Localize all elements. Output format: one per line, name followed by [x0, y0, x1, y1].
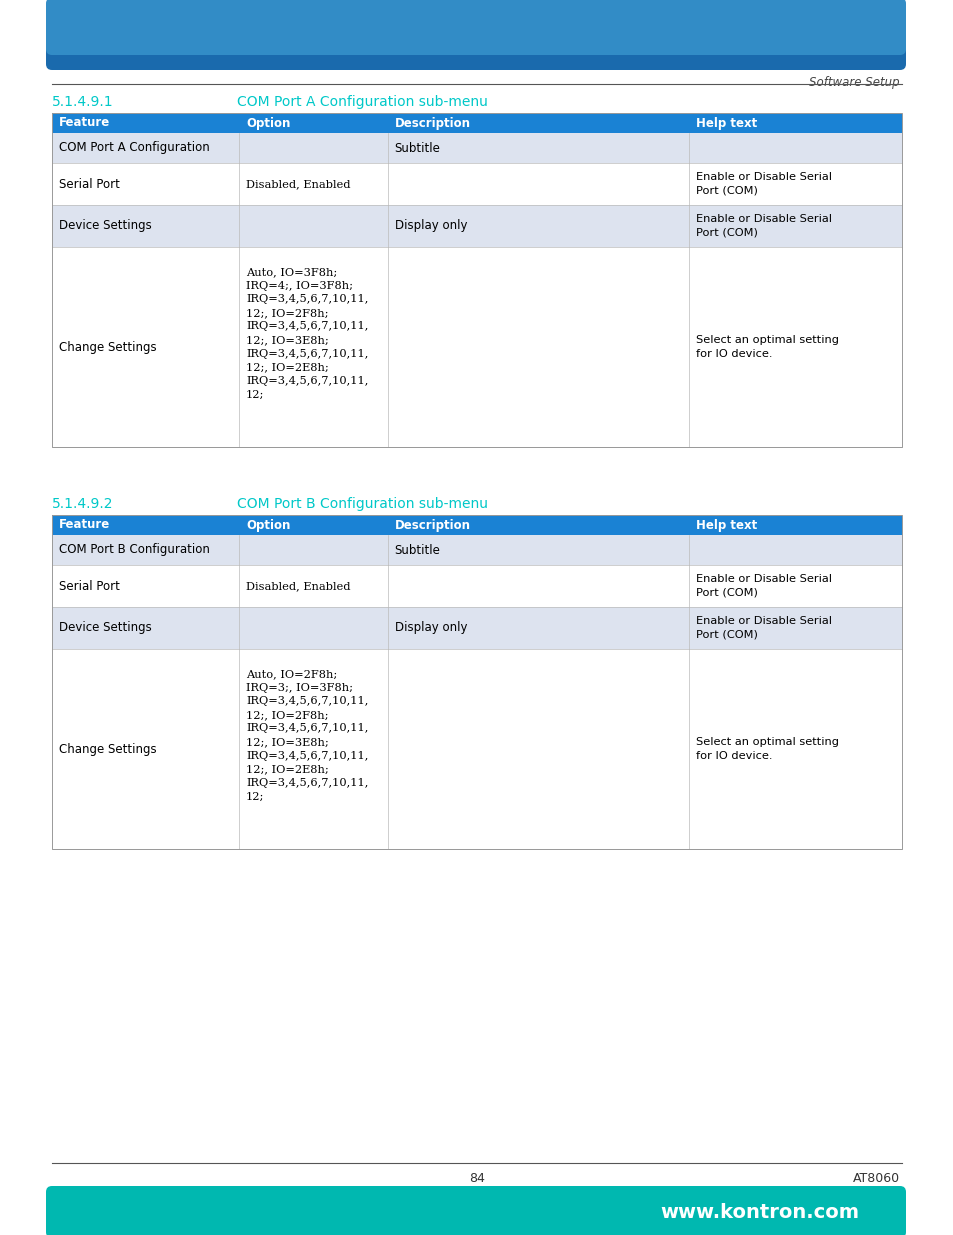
Text: www.kontron.com: www.kontron.com [659, 1203, 859, 1221]
Bar [52, 606, 901, 650]
Bar [52, 535, 901, 564]
Text: Software Setup: Software Setup [808, 77, 899, 89]
Text: Description: Description [395, 116, 470, 130]
Text: Option: Option [246, 116, 290, 130]
Text: Option: Option [246, 519, 290, 531]
Text: Device Settings: Device Settings [59, 621, 152, 635]
Text: Help text: Help text [696, 116, 757, 130]
Text: Change Settings: Change Settings [59, 742, 156, 756]
Text: COM Port B Configuration sub-menu: COM Port B Configuration sub-menu [236, 496, 488, 511]
Text: Select an optimal setting
for IO device.: Select an optimal setting for IO device. [696, 737, 839, 761]
Text: Enable or Disable Serial
Port (COM): Enable or Disable Serial Port (COM) [696, 173, 832, 195]
Text: Enable or Disable Serial
Port (COM): Enable or Disable Serial Port (COM) [696, 574, 832, 598]
FancyBboxPatch shape [46, 0, 905, 56]
Text: COM Port B Configuration: COM Port B Configuration [59, 543, 210, 557]
Text: Display only: Display only [395, 621, 467, 635]
Text: Enable or Disable Serial
Port (COM): Enable or Disable Serial Port (COM) [696, 616, 832, 640]
Text: Auto, IO=3F8h;
IRQ=4;, IO=3F8h;
IRQ=3,4,5,6,7,10,11,
12;, IO=2F8h;
IRQ=3,4,5,6,7: Auto, IO=3F8h; IRQ=4;, IO=3F8h; IRQ=3,4,… [246, 267, 368, 399]
Bar [52, 515, 901, 535]
FancyBboxPatch shape [46, 0, 905, 70]
Text: Auto, IO=2F8h;
IRQ=3;, IO=3F8h;
IRQ=3,4,5,6,7,10,11,
12;, IO=2F8h;
IRQ=3,4,5,6,7: Auto, IO=2F8h; IRQ=3;, IO=3F8h; IRQ=3,4,… [246, 669, 368, 802]
Text: Select an optimal setting
for IO device.: Select an optimal setting for IO device. [696, 336, 839, 358]
Bar [52, 247, 901, 447]
Text: 5.1.4.9.1: 5.1.4.9.1 [52, 95, 113, 109]
Text: Change Settings: Change Settings [59, 341, 156, 353]
Text: Serial Port: Serial Port [59, 178, 120, 190]
Text: Display only: Display only [395, 220, 467, 232]
Bar [52, 564, 901, 606]
Text: Enable or Disable Serial
Port (COM): Enable or Disable Serial Port (COM) [696, 215, 832, 237]
Bar [52, 205, 901, 247]
FancyBboxPatch shape [46, 1186, 905, 1235]
Text: Disabled, Enabled: Disabled, Enabled [246, 179, 350, 189]
Text: 84: 84 [469, 1172, 484, 1186]
Text: AT8060: AT8060 [852, 1172, 899, 1186]
Text: Disabled, Enabled: Disabled, Enabled [246, 580, 350, 592]
Text: Help text: Help text [696, 519, 757, 531]
Text: COM Port A Configuration sub-menu: COM Port A Configuration sub-menu [236, 95, 487, 109]
Text: Serial Port: Serial Port [59, 579, 120, 593]
Bar [52, 112, 901, 447]
Text: Feature: Feature [59, 116, 111, 130]
Text: Description: Description [395, 519, 470, 531]
Bar [52, 133, 901, 163]
Text: Feature: Feature [59, 519, 111, 531]
Bar [52, 112, 901, 133]
Text: 5.1.4.9.2: 5.1.4.9.2 [52, 496, 113, 511]
Bar [52, 515, 901, 848]
Bar [52, 163, 901, 205]
Text: Subtitle: Subtitle [395, 142, 440, 154]
Text: COM Port A Configuration: COM Port A Configuration [59, 142, 210, 154]
Bar [52, 650, 901, 848]
Text: Subtitle: Subtitle [395, 543, 440, 557]
Text: Device Settings: Device Settings [59, 220, 152, 232]
